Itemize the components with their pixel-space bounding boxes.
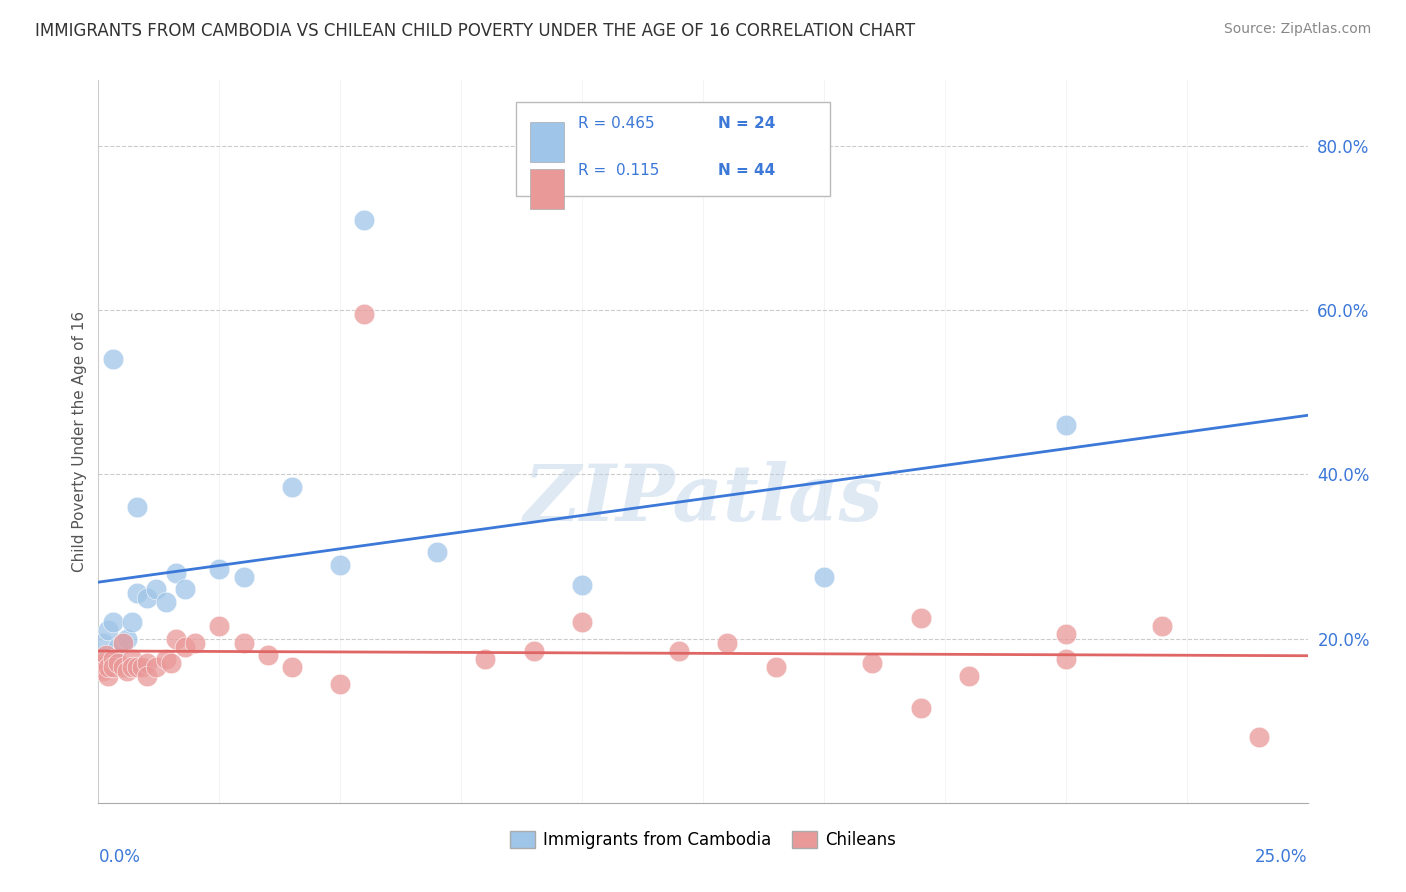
Point <box>131 660 153 674</box>
Point <box>145 660 167 674</box>
Point <box>184 636 207 650</box>
Point <box>135 668 157 682</box>
Point <box>107 657 129 671</box>
Point <box>121 660 143 674</box>
FancyBboxPatch shape <box>530 169 564 209</box>
Y-axis label: Child Poverty Under the Age of 16: Child Poverty Under the Age of 16 <box>72 311 87 572</box>
Point <box>329 677 352 691</box>
Point <box>101 652 124 666</box>
Text: R =  0.115: R = 0.115 <box>578 162 659 178</box>
Point <box>97 668 120 682</box>
Point <box>90 660 112 674</box>
Point <box>716 636 738 650</box>
Point <box>571 578 593 592</box>
Point <box>571 615 593 630</box>
Point <box>107 640 129 654</box>
Text: IMMIGRANTS FROM CAMBODIA VS CHILEAN CHILD POVERTY UNDER THE AGE OF 16 CORRELATIO: IMMIGRANTS FROM CAMBODIA VS CHILEAN CHIL… <box>35 22 915 40</box>
Point <box>353 212 375 227</box>
Point <box>117 632 139 646</box>
Text: R = 0.465: R = 0.465 <box>578 116 655 130</box>
FancyBboxPatch shape <box>530 122 564 161</box>
Point <box>101 660 124 674</box>
Point <box>232 636 254 650</box>
Point <box>94 648 117 662</box>
Point <box>353 307 375 321</box>
Point <box>174 582 197 597</box>
Point <box>111 636 134 650</box>
Point <box>910 611 932 625</box>
Point <box>957 668 980 682</box>
Text: Source: ZipAtlas.com: Source: ZipAtlas.com <box>1223 22 1371 37</box>
Point <box>91 636 114 650</box>
Point <box>1054 418 1077 433</box>
Point <box>1054 652 1077 666</box>
Point <box>127 500 149 515</box>
Text: N = 24: N = 24 <box>717 116 775 130</box>
Text: ZIPatlas: ZIPatlas <box>523 461 883 538</box>
Point <box>145 582 167 597</box>
Point <box>813 570 835 584</box>
Point <box>117 665 139 679</box>
Point <box>97 660 120 674</box>
Text: N = 44: N = 44 <box>717 162 775 178</box>
Point <box>426 545 449 559</box>
Point <box>160 657 183 671</box>
Point <box>1249 730 1271 744</box>
Point <box>523 644 546 658</box>
Text: 0.0%: 0.0% <box>98 848 141 866</box>
Point <box>111 660 134 674</box>
Point <box>765 660 787 674</box>
Point <box>668 644 690 658</box>
Point <box>155 594 177 608</box>
Point <box>111 636 134 650</box>
Point <box>860 657 883 671</box>
Point <box>97 624 120 638</box>
Point <box>121 615 143 630</box>
Point <box>155 652 177 666</box>
Point <box>91 657 114 671</box>
Point <box>101 352 124 367</box>
Point <box>232 570 254 584</box>
Point <box>135 657 157 671</box>
Point <box>127 586 149 600</box>
Point <box>208 562 231 576</box>
Point <box>281 480 304 494</box>
Text: 25.0%: 25.0% <box>1256 848 1308 866</box>
Point <box>1152 619 1174 633</box>
Point <box>165 632 187 646</box>
Point <box>165 566 187 580</box>
Point <box>256 648 278 662</box>
Point <box>474 652 496 666</box>
Point <box>127 660 149 674</box>
Point <box>121 652 143 666</box>
Legend: Immigrants from Cambodia, Chileans: Immigrants from Cambodia, Chileans <box>503 824 903 856</box>
Point <box>910 701 932 715</box>
FancyBboxPatch shape <box>516 102 830 196</box>
Point <box>174 640 197 654</box>
Point <box>1054 627 1077 641</box>
Point <box>135 591 157 605</box>
Point <box>281 660 304 674</box>
Point <box>208 619 231 633</box>
Point <box>101 615 124 630</box>
Point <box>91 665 114 679</box>
Point <box>329 558 352 572</box>
